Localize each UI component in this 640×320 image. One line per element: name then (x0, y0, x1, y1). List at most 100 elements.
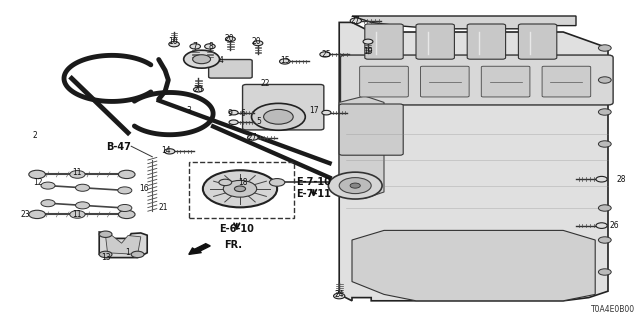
FancyBboxPatch shape (365, 24, 403, 59)
Circle shape (203, 170, 277, 207)
Text: 12: 12 (34, 178, 43, 187)
Text: 16: 16 (139, 184, 149, 193)
Circle shape (41, 200, 55, 207)
Circle shape (41, 182, 55, 189)
Circle shape (339, 178, 371, 194)
Text: 6: 6 (241, 109, 246, 118)
Circle shape (598, 45, 611, 51)
Circle shape (363, 39, 373, 44)
FancyBboxPatch shape (209, 60, 252, 78)
Circle shape (598, 109, 611, 115)
Circle shape (99, 251, 112, 258)
Circle shape (190, 44, 200, 49)
Text: 25: 25 (321, 50, 332, 59)
Text: FR.: FR. (224, 240, 242, 250)
FancyBboxPatch shape (420, 66, 469, 97)
Circle shape (193, 55, 211, 64)
FancyBboxPatch shape (542, 66, 591, 97)
Text: 4: 4 (218, 56, 223, 65)
Text: E-7-10: E-7-10 (296, 177, 331, 188)
Circle shape (118, 187, 132, 194)
Circle shape (596, 176, 607, 182)
FancyBboxPatch shape (416, 24, 454, 59)
Circle shape (29, 170, 45, 179)
Text: 20: 20 (224, 34, 234, 43)
Circle shape (229, 120, 238, 124)
Text: 11: 11 (72, 210, 81, 219)
Text: 17: 17 (308, 106, 319, 115)
Text: 18: 18 (239, 178, 248, 187)
Circle shape (328, 172, 382, 199)
Circle shape (70, 211, 85, 218)
Circle shape (223, 180, 257, 197)
FancyBboxPatch shape (340, 55, 613, 105)
Circle shape (253, 41, 263, 46)
Text: 11: 11 (72, 168, 81, 177)
FancyBboxPatch shape (243, 84, 324, 130)
Circle shape (118, 210, 135, 219)
Text: 2: 2 (33, 132, 38, 140)
Circle shape (596, 223, 607, 228)
Text: 7: 7 (193, 42, 198, 51)
Circle shape (350, 18, 362, 24)
FancyArrow shape (189, 244, 211, 254)
Polygon shape (339, 22, 608, 301)
FancyBboxPatch shape (481, 66, 530, 97)
Circle shape (229, 110, 238, 115)
Text: 27: 27 (248, 133, 258, 142)
Text: 27: 27 (350, 16, 360, 25)
Circle shape (29, 210, 45, 219)
Circle shape (322, 110, 331, 115)
Text: 24: 24 (334, 290, 344, 299)
Text: 5: 5 (257, 117, 262, 126)
Text: 9: 9 (228, 109, 233, 118)
Text: 19: 19 (363, 47, 373, 56)
Bar (189, 162, 294, 218)
Circle shape (350, 183, 360, 188)
Text: E-6-10: E-6-10 (220, 224, 254, 234)
Circle shape (269, 179, 285, 186)
Circle shape (333, 293, 345, 299)
Polygon shape (352, 230, 595, 301)
FancyBboxPatch shape (339, 104, 403, 155)
Text: 28: 28 (616, 175, 625, 184)
Circle shape (320, 52, 330, 57)
Circle shape (280, 59, 290, 64)
Circle shape (219, 179, 232, 186)
Circle shape (76, 202, 90, 209)
Circle shape (131, 251, 144, 258)
Circle shape (118, 204, 132, 212)
Circle shape (248, 135, 258, 140)
Text: 26: 26 (609, 221, 620, 230)
Circle shape (598, 237, 611, 243)
Text: T0A4E0B00: T0A4E0B00 (591, 305, 635, 314)
Circle shape (234, 186, 246, 192)
Text: 20: 20 (193, 85, 204, 94)
Text: 23: 23 (20, 210, 31, 219)
FancyBboxPatch shape (518, 24, 557, 59)
Circle shape (252, 103, 305, 130)
Polygon shape (106, 236, 141, 254)
Circle shape (598, 141, 611, 147)
Text: 14: 14 (161, 146, 172, 155)
Circle shape (264, 109, 293, 124)
Circle shape (598, 269, 611, 275)
Circle shape (118, 170, 135, 179)
Text: 8: 8 (209, 42, 214, 51)
Circle shape (225, 36, 236, 42)
Circle shape (193, 87, 204, 92)
Circle shape (184, 50, 220, 68)
Text: 10: 10 (168, 37, 178, 46)
Circle shape (205, 44, 215, 49)
Polygon shape (352, 16, 576, 29)
Circle shape (598, 77, 611, 83)
Text: E-7-11: E-7-11 (296, 188, 331, 199)
Circle shape (164, 149, 175, 154)
Circle shape (70, 171, 85, 178)
Polygon shape (99, 232, 147, 258)
Text: 22: 22 (261, 79, 270, 88)
Circle shape (99, 231, 112, 237)
Text: 13: 13 (100, 253, 111, 262)
Text: 20: 20 (251, 37, 261, 46)
Circle shape (598, 205, 611, 211)
